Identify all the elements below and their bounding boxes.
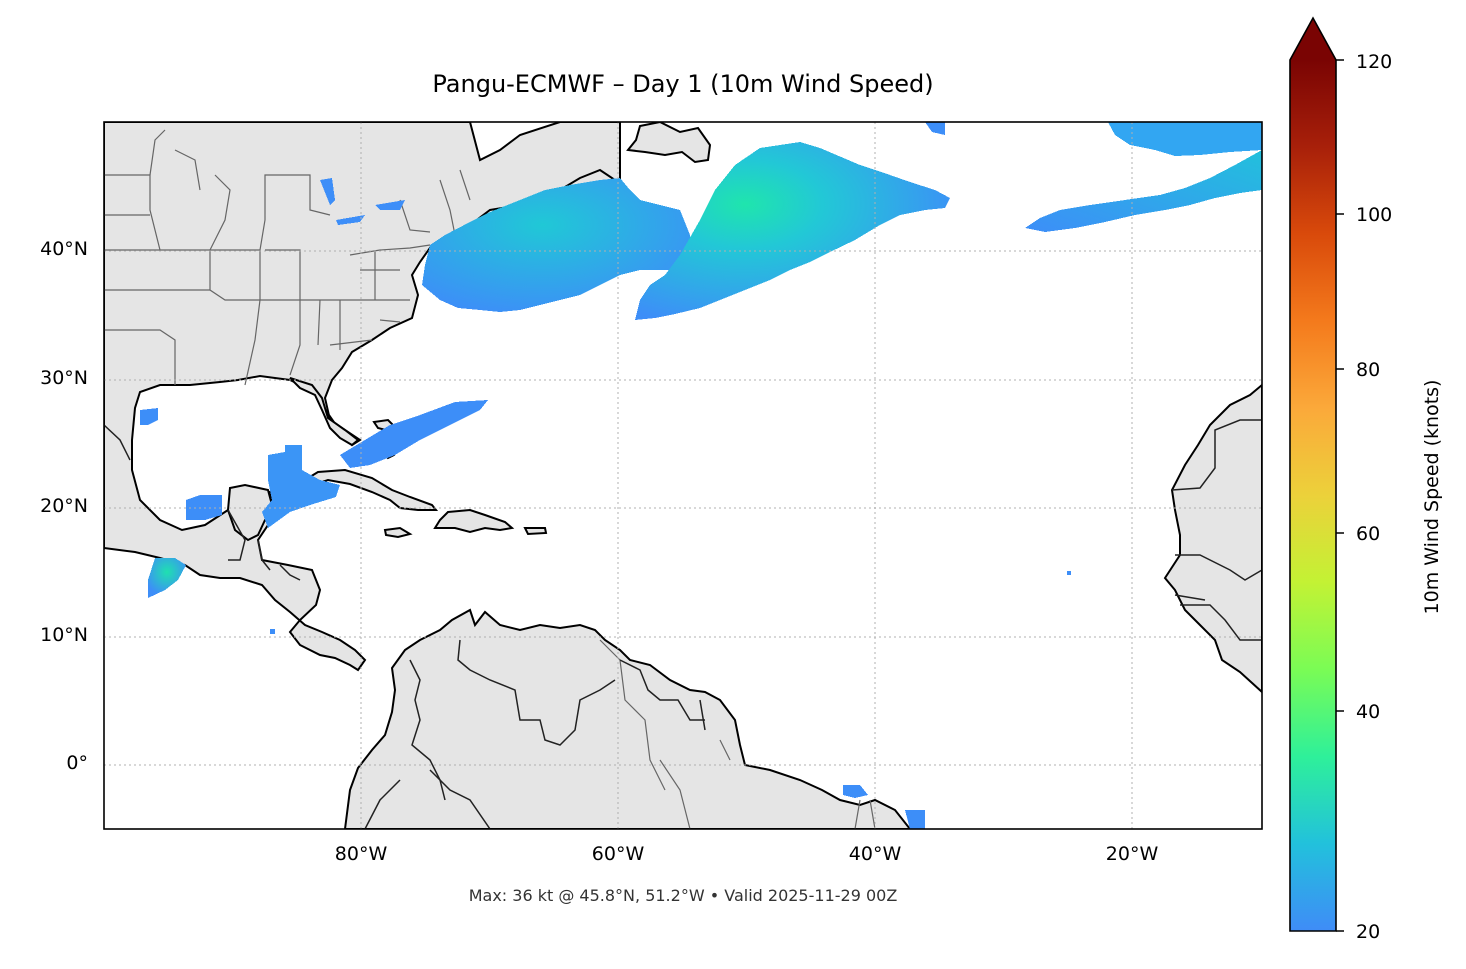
wind-region-jet-streak [635, 142, 950, 320]
map-plot-area [104, 122, 1262, 829]
wind-region-brazil [843, 785, 925, 829]
lon-label-60w: 60°W [591, 843, 645, 865]
wind-region-yucatan-channel [262, 445, 340, 528]
lat-label-30n: 30°N [40, 367, 88, 389]
colorbar-tick-20: 20 [1356, 921, 1381, 943]
wind-region-great-lakes [320, 178, 405, 225]
colorbar-label: 10m Wind Speed (knots) [1421, 379, 1443, 615]
land-yucatan [226, 483, 274, 542]
wind-region-ne-atlantic [1025, 150, 1262, 232]
land-florida [289, 377, 360, 447]
colorbar-tick-80: 80 [1356, 359, 1381, 381]
lat-label-20n: 20°N [40, 495, 88, 517]
land-south-america [343, 608, 912, 829]
colorbar-tick-40: 40 [1356, 701, 1381, 723]
wind-region-ne-atlantic-north [1108, 122, 1262, 156]
lon-label-40w: 40°W [848, 843, 902, 865]
wind-region-speck [270, 629, 275, 634]
wind-region-nw-atlantic [422, 178, 690, 312]
chart-title: Pangu-ECMWF – Day 1 (10m Wind Speed) [432, 70, 934, 98]
lat-label-40n: 40°N [40, 238, 88, 260]
land-cuba [297, 468, 439, 511]
wind-region-tehuantepec [148, 558, 186, 598]
colorbar-tick-120: 120 [1356, 51, 1393, 73]
gridlines [104, 122, 1262, 829]
lat-label-0: 0° [66, 752, 88, 774]
state-borders [104, 129, 876, 829]
colorbar-tick-100: 100 [1356, 204, 1393, 226]
colorbar-tick-60: 60 [1356, 523, 1381, 545]
lon-label-20w: 20°W [1105, 843, 1159, 865]
lon-label-80w: 80°W [334, 843, 388, 865]
land-jamaica [383, 526, 413, 539]
map-frame [103, 121, 1263, 830]
colorbar [1289, 16, 1344, 932]
wind-region-bahamas [340, 400, 488, 468]
wind-speed-field [140, 122, 1262, 829]
wind-region-labrador [925, 122, 945, 135]
country-borders [104, 419, 1262, 829]
max-wind-caption: Max: 36 kt @ 45.8°N, 51.2°W • Valid 2025… [468, 886, 898, 905]
wind-region-gulf-nw [140, 408, 158, 425]
colorbar-extend-arrow [1290, 18, 1336, 60]
land-newfoundland [626, 122, 712, 164]
land-hispaniola [433, 508, 515, 534]
wind-region-speck [1067, 571, 1071, 575]
lat-label-10n: 10°N [40, 624, 88, 646]
land-puerto-rico [523, 527, 548, 536]
